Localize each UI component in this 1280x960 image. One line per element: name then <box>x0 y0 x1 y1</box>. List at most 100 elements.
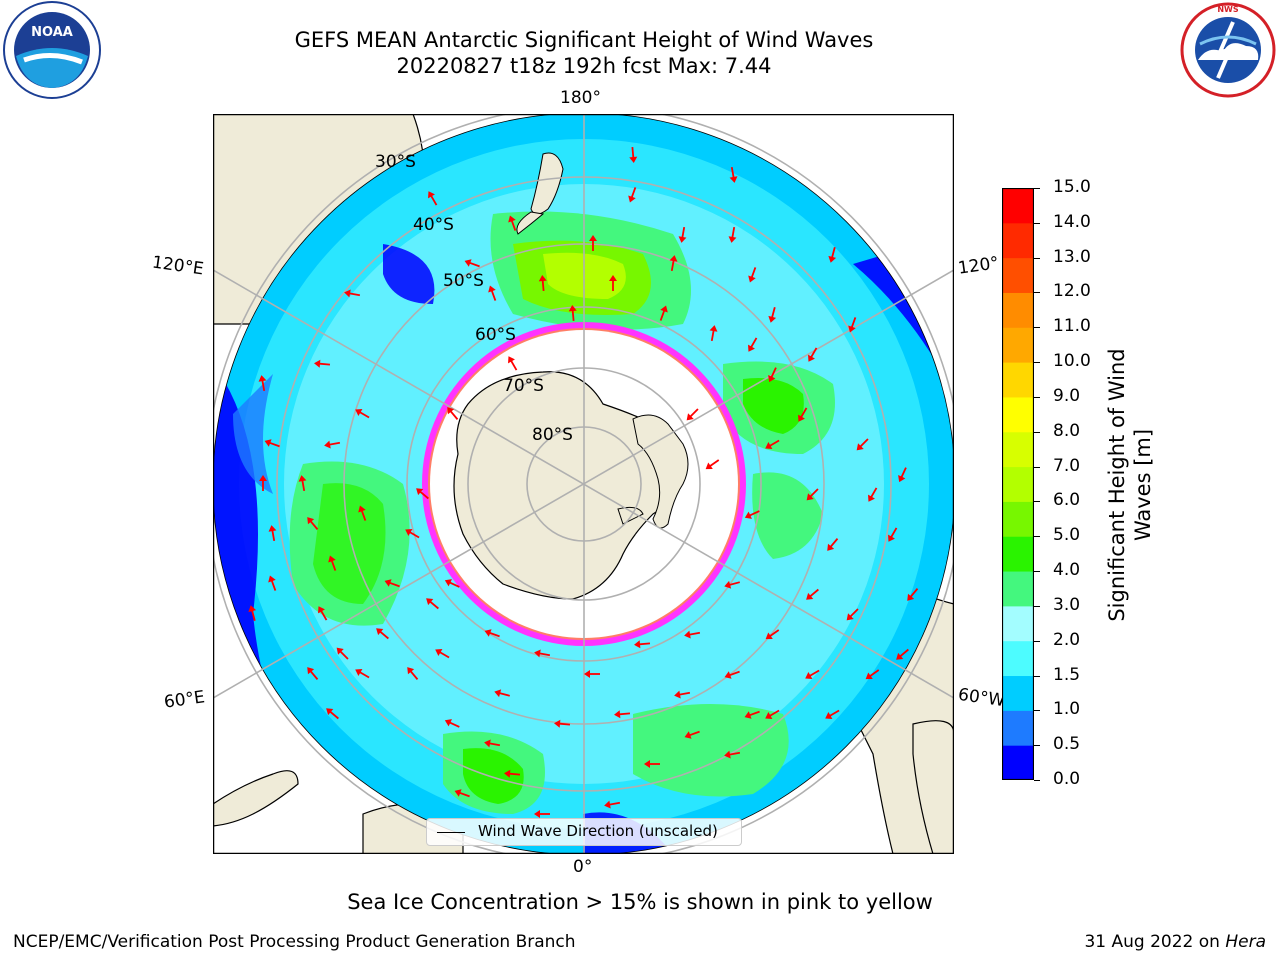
chart-subtitle: 20220827 t18z 192h fcst Max: 7.44 <box>396 54 772 78</box>
wind-direction-arrow-icon <box>765 629 780 640</box>
wind-direction-arrow-icon <box>508 215 517 231</box>
wind-direction-arrow-icon <box>264 439 280 448</box>
noaa-logo-text: NOAA <box>31 25 73 40</box>
wind-direction-arrow-icon <box>805 669 820 679</box>
wind-direction-arrow-icon <box>444 719 460 728</box>
colorbar-tick-mark <box>1034 292 1040 294</box>
colorbar-tick-mark <box>1034 710 1040 712</box>
colorbar-segment <box>1002 675 1034 711</box>
colorbar-tick-label: 13.0 <box>1053 246 1091 267</box>
colorbar-tick-mark <box>1034 536 1040 538</box>
colorbar-segment <box>1002 605 1034 642</box>
wind-direction-arrow-icon <box>508 356 518 371</box>
colorbar-segment <box>1002 327 1034 363</box>
wind-direction-arrow-icon <box>827 538 839 551</box>
nws-logo: NWS <box>1180 2 1276 98</box>
wind-arrows <box>248 146 919 818</box>
colorbar-segment <box>1002 571 1034 607</box>
wind-direction-arrow-icon <box>464 259 480 268</box>
colorbar-tick-mark <box>1034 780 1040 781</box>
wind-direction-arrow-icon <box>825 709 840 719</box>
wind-direction-arrow-icon <box>684 730 700 739</box>
lat-label-30s: 30°S <box>375 152 416 172</box>
wind-direction-arrow-icon <box>846 608 859 621</box>
wind-direction-arrow-icon <box>534 649 551 658</box>
wind-direction-arrow-icon <box>896 648 909 660</box>
colorbar-tick-mark <box>1034 431 1040 433</box>
wind-direction-arrow-icon <box>798 407 808 422</box>
wind-direction-arrow-icon <box>848 317 857 333</box>
wind-direction-arrow-icon <box>628 187 637 203</box>
wind-direction-arrow-icon <box>484 629 500 638</box>
colorbar-tick-mark <box>1034 466 1040 468</box>
wind-direction-arrow-icon <box>428 191 438 206</box>
colorbar-segment <box>1002 257 1034 293</box>
wind-direction-arrow-icon <box>634 640 651 649</box>
wind-direction-arrow-icon <box>806 588 819 600</box>
wind-direction-arrow-icon <box>898 467 907 483</box>
wind-direction-arrow-icon <box>765 439 780 449</box>
wind-direction-arrow-icon <box>768 307 777 323</box>
colorbar-segment <box>1002 710 1034 746</box>
wind-direction-arrow-icon <box>748 337 758 352</box>
wind-direction-arrow-icon <box>684 630 701 639</box>
wind-direction-arrow-icon <box>268 575 277 591</box>
wind-direction-arrow-icon <box>856 438 869 451</box>
wind-direction-arrow-icon <box>538 275 547 292</box>
wind-direction-arrow-icon <box>344 289 361 298</box>
colorbar-tick-mark <box>1034 257 1040 259</box>
antarctica-landmass <box>453 371 672 600</box>
wind-direction-arrow-icon <box>709 325 718 342</box>
legend-line-icon <box>437 832 465 833</box>
wind-direction-arrow-icon <box>768 367 777 383</box>
wind-direction-arrow-icon <box>447 407 459 420</box>
wind-direction-arrow-icon <box>865 669 880 680</box>
lon-label-60w: 60°W <box>956 684 1007 712</box>
lon-label-120w: 120° <box>956 253 1001 279</box>
wind-direction-arrow-icon <box>828 247 837 263</box>
wind-direction-arrow-icon <box>384 579 400 588</box>
colorbar-tick-label: 10.0 <box>1053 351 1091 372</box>
new-zealand <box>530 152 564 215</box>
wind-direction-arrow-icon <box>808 347 818 362</box>
colorbar-tick-mark <box>1034 396 1040 398</box>
footer-credit: NCEP/EMC/Verification Post Processing Pr… <box>13 932 576 952</box>
wind-direction-arrow-icon <box>589 235 597 251</box>
wind-direction-arrow-icon <box>258 375 267 392</box>
lon-label-120e: 120°E <box>150 252 205 280</box>
lon-label-0: 0° <box>573 857 593 877</box>
wind-direction-arrow-icon <box>444 579 460 588</box>
colorbar-tick-label: 0.0 <box>1053 769 1081 789</box>
colorbar-segment <box>1002 431 1034 468</box>
footer-date: 31 Aug 2022 on Hera <box>1084 932 1266 952</box>
colorbar-tick-label: 4.0 <box>1053 560 1081 581</box>
wind-direction-arrow-icon <box>659 305 668 321</box>
colorbar-tick-label: 15.0 <box>1053 177 1091 197</box>
wind-direction-arrow-icon <box>298 475 307 492</box>
colorbar-segment <box>1002 466 1034 502</box>
wind-direction-arrow-icon <box>328 555 337 571</box>
colorbar-tick-mark <box>1034 327 1040 329</box>
wind-direction-arrow-icon <box>307 517 319 530</box>
colorbar-segment <box>1002 396 1034 433</box>
lat-label-60s: 60°S <box>475 325 516 345</box>
wind-direction-arrow-icon <box>376 628 389 640</box>
footer-date-text: 31 Aug 2022 on <box>1084 932 1226 952</box>
lat-label-40s: 40°S <box>413 215 454 235</box>
wind-direction-arrow-icon <box>728 226 737 243</box>
noaa-logo: NOAA <box>3 1 101 99</box>
wind-direction-arrow-icon <box>705 459 720 470</box>
wind-direction-arrow-icon <box>907 588 919 601</box>
wind-direction-arrow-icon <box>314 359 331 368</box>
wind-direction-arrow-icon <box>744 510 760 519</box>
wind-direction-arrow-icon <box>324 440 341 449</box>
colorbar-tick-label: 12.0 <box>1053 281 1091 302</box>
colorbar-segment <box>1002 536 1034 572</box>
wind-direction-arrow-icon <box>568 305 577 322</box>
lat-label-50s: 50°S <box>443 271 484 291</box>
wind-direction-arrow-icon <box>609 275 617 291</box>
svg-text:NWS: NWS <box>1217 5 1239 14</box>
colorbar-title: Significant Height of Wind Waves [m] <box>1104 348 1156 621</box>
wind-direction-arrow-icon <box>614 710 631 719</box>
wind-direction-arrow-icon <box>307 667 319 680</box>
